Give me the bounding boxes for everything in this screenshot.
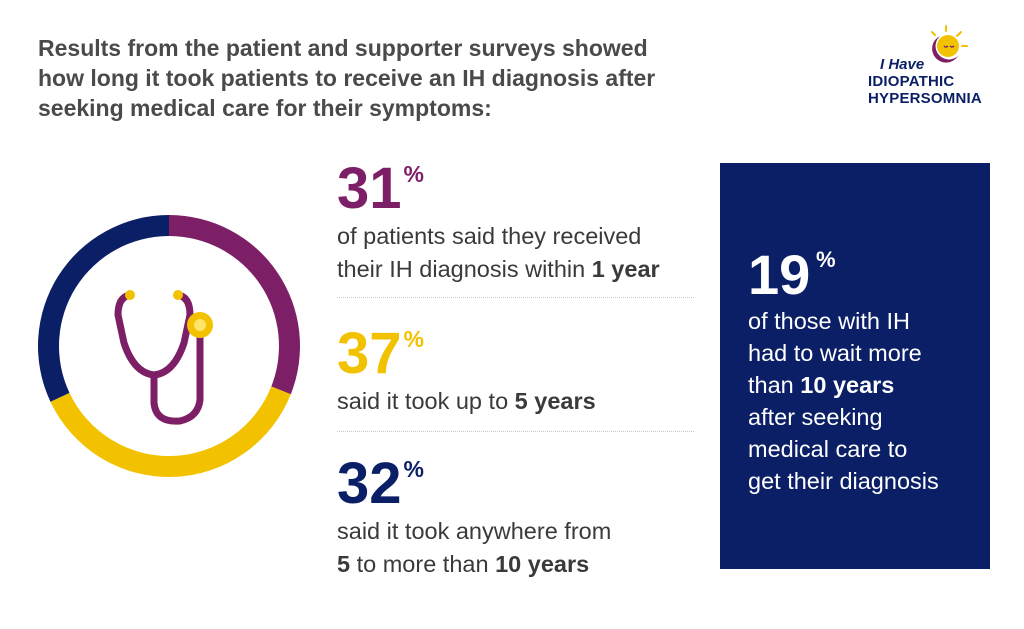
stat-text: to more than: [350, 551, 496, 577]
stat-unit: %: [403, 456, 424, 482]
brand-logo: I Have IDIOPATHIC HYPERSOMNIA: [868, 24, 998, 114]
title-line: how long it took patients to receive an …: [38, 65, 656, 91]
logo-text-line: I Have: [880, 56, 925, 73]
moon-sun-icon: [931, 25, 968, 63]
stat-value: 32: [337, 451, 402, 516]
stat-value: 37: [337, 321, 402, 386]
page-title: Results from the patient and supporter s…: [38, 33, 758, 123]
callout-text: of those with IH: [748, 308, 910, 334]
stat-description: said it took up to 5 years: [337, 385, 596, 418]
donut-segment: [169, 215, 300, 395]
divider: [337, 431, 694, 432]
callout-unit: %: [816, 247, 836, 272]
callout-text: medical care to: [748, 436, 908, 462]
stat-text-bold: 5 years: [514, 388, 596, 414]
callout-text: get their diagnosis: [748, 468, 939, 494]
stat-text-bold: 5: [337, 551, 351, 577]
donut-chart: [38, 215, 300, 477]
stat-text: said it took anywhere from: [337, 518, 612, 544]
title-line: Results from the patient and supporter s…: [38, 35, 648, 61]
callout-text-bold: 10 years: [800, 372, 895, 398]
stat-text-bold: 1 year: [591, 256, 660, 282]
donut-segment: [50, 386, 291, 477]
stat-text: their IH diagnosis within: [337, 256, 592, 282]
callout-text: had to wait more: [748, 340, 922, 366]
callout-value: 19: [748, 243, 811, 306]
donut-segment: [38, 215, 170, 402]
stat-value: 31: [337, 156, 402, 221]
title-line: seeking medical care for their symptoms:: [38, 95, 492, 121]
logo-text-line: HYPERSOMNIA: [868, 90, 982, 107]
callout-text: after seeking: [748, 404, 883, 430]
logo-text-line: IDIOPATHIC: [868, 73, 955, 90]
stat-within-1-year: 31% of patients said they received their…: [337, 160, 660, 286]
stat-text: of patients said they received: [337, 223, 642, 249]
stethoscope-icon: [114, 290, 213, 425]
callout-box: 19 % of those with IH had to wait more t…: [720, 163, 990, 569]
stat-up-to-5-years: 37% said it took up to 5 years: [337, 325, 596, 418]
callout-text: than: [748, 372, 801, 398]
stat-description: of patients said they received their IH …: [337, 220, 660, 286]
stat-5-to-10-plus-years: 32% said it took anywhere from 5 to more…: [337, 455, 611, 581]
divider: [337, 297, 694, 298]
stat-unit: %: [403, 326, 424, 352]
stat-unit: %: [403, 161, 424, 187]
stat-text: said it took up to: [337, 388, 515, 414]
stat-description: said it took anywhere from 5 to more tha…: [337, 515, 611, 581]
callout-description: of those with IH had to wait more than 1…: [748, 305, 988, 497]
stat-text-bold: 10 years: [495, 551, 590, 577]
